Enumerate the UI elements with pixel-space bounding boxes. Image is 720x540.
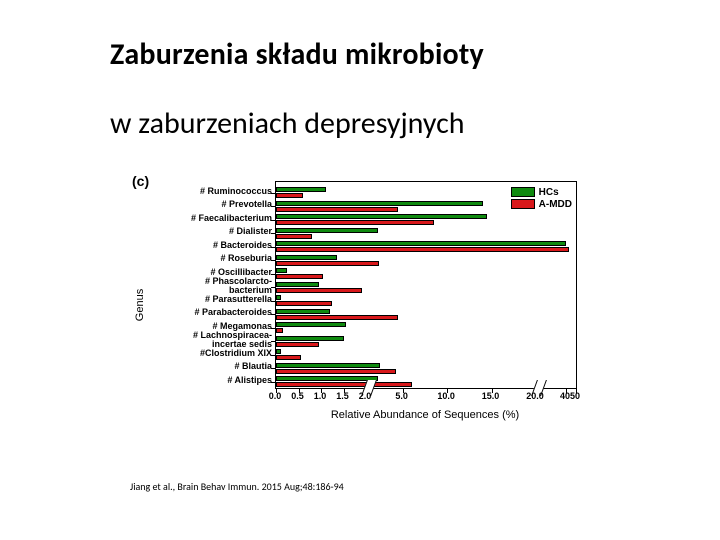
bar-hcs <box>276 255 337 260</box>
bar-hcs <box>276 309 330 314</box>
y-tick-label: # Dialister <box>229 227 272 236</box>
x-tick-label: 5.0 <box>395 391 408 401</box>
bar-hcs <box>276 187 326 192</box>
bar-hcs <box>276 268 287 273</box>
y-tick-label: # Blautia <box>234 362 272 371</box>
bar-hcs <box>276 282 319 287</box>
x-tick-label: 50 <box>570 391 580 401</box>
bar-amdd <box>276 328 283 333</box>
y-tick-label: # Faecalibacterium <box>191 214 272 223</box>
y-tick-label: # Roseburia <box>220 254 272 263</box>
plot-area: HCs A-MDD <box>275 181 577 389</box>
y-tick-label: # Phascolarcto- bacterium <box>205 277 272 294</box>
bar-amdd <box>276 274 323 279</box>
y-tick-labels: # Ruminococcus # Prevotella # Faecalibacte… <box>144 181 272 387</box>
bar-hcs <box>276 214 487 219</box>
y-tick-label: # Alistipes <box>227 376 272 385</box>
legend-label-amdd: A-MDD <box>539 199 572 210</box>
y-tick-label: # Parabacteroides <box>194 308 272 317</box>
y-tick-label: # Lachnospiracea- incertae sedis <box>193 331 272 348</box>
citation: Jiang et al., Brain Behav Immun. 2015 Au… <box>130 480 344 493</box>
bar-amdd <box>276 342 319 347</box>
legend-swatch-amdd <box>511 199 535 209</box>
bar-amdd <box>276 301 332 306</box>
legend-item-amdd: A-MDD <box>511 198 572 210</box>
bar-amdd <box>276 193 303 198</box>
bar-hcs <box>276 376 378 381</box>
x-tick-label: 0.5 <box>291 391 304 401</box>
bar-amdd <box>276 382 412 387</box>
y-tick-label: # Ruminococcus <box>200 187 272 196</box>
legend: HCs A-MDD <box>511 186 572 210</box>
legend-item-hcs: HCs <box>511 186 572 198</box>
y-tick-label: #Clostridium XIX <box>200 349 272 358</box>
bar-hcs <box>276 322 346 327</box>
bar-hcs <box>276 201 483 206</box>
bar-amdd <box>276 234 312 239</box>
x-tick-labels: 0.00.51.01.52.05.010.015.020.04050 <box>275 391 575 405</box>
x-tick-label: 40 <box>560 391 570 401</box>
bar-amdd <box>276 220 434 225</box>
x-tick-label: 0.0 <box>269 391 282 401</box>
y-tick-label: # Prevotella <box>221 200 272 209</box>
slide-subtitle: w zaburzeniach depresyjnych <box>110 105 465 142</box>
bar-amdd <box>276 369 396 374</box>
slide-title: Zaburzenia składu mikrobioty <box>110 36 484 73</box>
bar-hcs <box>276 295 281 300</box>
x-tick-label: 10.0 <box>437 391 455 401</box>
bar-amdd <box>276 315 398 320</box>
slide: Zaburzenia składu mikrobioty w zaburzeni… <box>0 0 720 540</box>
bar-hcs <box>276 228 378 233</box>
figure: (c) Genus # Ruminococcus# Prevotella# Fa… <box>130 175 600 435</box>
x-tick-label: 1.0 <box>314 391 327 401</box>
bar-amdd <box>276 261 379 266</box>
bar-hcs <box>276 349 281 354</box>
legend-swatch-hcs <box>511 187 535 197</box>
bar-amdd <box>276 247 569 252</box>
bar-hcs <box>276 363 380 368</box>
x-tick-label: 2.0 <box>359 391 372 401</box>
x-axis-label: Relative Abundance of Sequences (%) <box>275 409 575 421</box>
x-tick-label: 1.5 <box>336 391 349 401</box>
bar-amdd <box>276 355 301 360</box>
bar-hcs <box>276 241 566 246</box>
x-tick-label: 15.0 <box>482 391 500 401</box>
legend-label-hcs: HCs <box>539 187 559 198</box>
x-tick-label: 20.0 <box>526 391 544 401</box>
bar-amdd <box>276 288 362 293</box>
y-tick-label: # Parasutterella <box>205 295 272 304</box>
bar-hcs <box>276 336 344 341</box>
bar-amdd <box>276 207 398 212</box>
y-tick-label: # Bacteroides <box>213 241 272 250</box>
